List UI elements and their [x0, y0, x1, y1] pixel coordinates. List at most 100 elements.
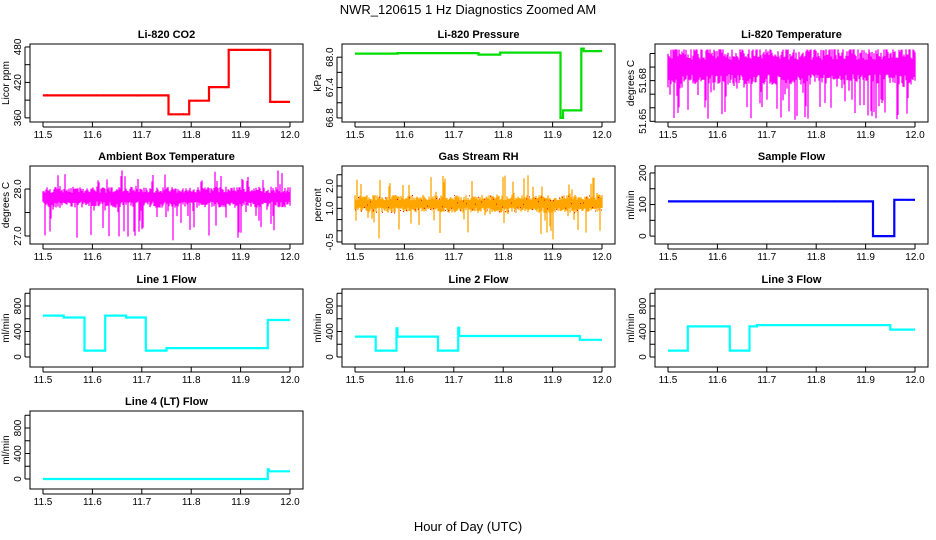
y-axis-label: degrees C [626, 60, 637, 106]
data-point [574, 212, 575, 214]
y-tick-label: 420 [13, 74, 24, 91]
panel-title: Line 4 (LT) Flow [125, 396, 208, 408]
data-point [430, 208, 431, 210]
y-tick-label: 100 [638, 196, 649, 213]
data-point [583, 202, 584, 204]
data-point [544, 199, 545, 201]
panel-title: Li-820 Temperature [741, 29, 842, 41]
x-tick-label: 11.5 [346, 375, 365, 386]
data-point [415, 209, 416, 211]
plot-frame [29, 410, 304, 490]
y-tick-label: 66.8 [325, 108, 336, 128]
y-axis-label: ml/min [1, 435, 12, 464]
data-point [502, 206, 503, 208]
x-tick-label: 11.5 [34, 130, 53, 141]
y-tick-label: 400 [13, 445, 24, 462]
x-tick-label: 11.9 [231, 375, 250, 386]
series [354, 175, 603, 240]
x-tick-label: 11.6 [83, 497, 102, 508]
y-tick-label: 28.0 [13, 179, 24, 199]
series-line [668, 198, 915, 238]
plot-frame [341, 43, 616, 123]
panel-8: Line 2 Flow 11.5 11.6 11.7 11.8 11.9 12.0 0 400 8… [313, 274, 616, 386]
x-tick-label: 11.8 [182, 497, 201, 508]
x-tick-label: 11.9 [543, 252, 562, 263]
data-point [358, 197, 359, 199]
y-tick-label: -0.5 [325, 233, 336, 251]
data-point [454, 195, 455, 197]
y-tick-label: 400 [13, 323, 24, 340]
x-tick-label: 12.0 [905, 252, 925, 263]
y-tick-label: 200 [638, 164, 649, 181]
series [42, 314, 290, 352]
data-point [517, 207, 518, 209]
data-point [514, 210, 515, 212]
y-axis-label: Licor ppm [1, 61, 12, 105]
y-axis-label: ml/min [626, 313, 637, 342]
data-point [538, 201, 539, 203]
y-tick-label: 360 [13, 109, 24, 126]
y-tick-label: 27.0 [13, 226, 24, 246]
y-axis-label: ml/min [313, 313, 324, 342]
data-point [559, 197, 560, 199]
y-tick-label: 800 [13, 297, 24, 314]
data-point [376, 211, 377, 213]
y-tick-label: 400 [638, 323, 649, 340]
data-point [550, 200, 551, 202]
data-point [487, 209, 488, 211]
y-tick-label: 800 [638, 297, 649, 314]
y-tick-label: 2.0 [325, 179, 336, 193]
data-point [532, 208, 533, 210]
x-tick-label: 11.8 [807, 375, 826, 386]
x-tick-label: 11.5 [34, 375, 53, 386]
x-tick-label: 11.6 [83, 252, 102, 263]
x-tick-label: 11.5 [659, 130, 678, 141]
x-tick-label: 11.6 [395, 252, 414, 263]
x-tick-label: 11.5 [659, 252, 678, 263]
x-axis-label: Hour of Day (UTC) [414, 519, 522, 534]
y-tick-label: 0 [638, 233, 649, 239]
series-line [43, 468, 290, 481]
x-tick-label: 11.7 [132, 130, 151, 141]
x-tick-label: 11.8 [182, 130, 201, 141]
x-tick-label: 11.6 [83, 130, 102, 141]
x-tick-label: 11.8 [494, 375, 513, 386]
data-point [355, 209, 356, 211]
data-point [580, 203, 581, 205]
data-point [400, 209, 401, 211]
data-point [556, 208, 557, 210]
data-point [463, 200, 464, 202]
y-axis-label: percent [313, 188, 324, 222]
series-line [355, 47, 602, 119]
y-tick-label: 800 [13, 419, 24, 436]
data-point [460, 209, 461, 211]
x-tick-label: 11.6 [708, 252, 727, 263]
x-tick-label: 11.7 [757, 130, 776, 141]
data-point [442, 206, 443, 208]
panel-1: Li-820 CO2 11.5 11.6 11.7 11.8 11.9 12.0 360 420… [1, 29, 304, 141]
data-point [469, 195, 470, 197]
panel-title: Li-820 Pressure [438, 29, 520, 41]
data-point [520, 207, 521, 209]
plot-frame [654, 43, 929, 123]
y-tick-label: 480 [13, 38, 24, 55]
data-point [475, 203, 476, 205]
data-point [535, 198, 536, 200]
x-tick-label: 11.5 [34, 497, 53, 508]
x-tick-label: 11.6 [708, 375, 727, 386]
data-point [571, 203, 572, 205]
data-point [403, 211, 404, 213]
data-point [484, 198, 485, 200]
data-point [511, 202, 512, 204]
y-tick-label: 0 [325, 354, 336, 360]
data-point [361, 210, 362, 212]
data-point [541, 196, 542, 198]
y-tick-label: 800 [325, 297, 336, 314]
y-tick-label: 1.0 [325, 201, 336, 215]
plot-frame [29, 288, 304, 368]
x-tick-label: 11.8 [182, 252, 201, 263]
x-tick-label: 11.6 [708, 130, 727, 141]
x-tick-label: 11.6 [83, 375, 102, 386]
x-tick-label: 12.0 [280, 375, 300, 386]
data-point [553, 200, 554, 202]
